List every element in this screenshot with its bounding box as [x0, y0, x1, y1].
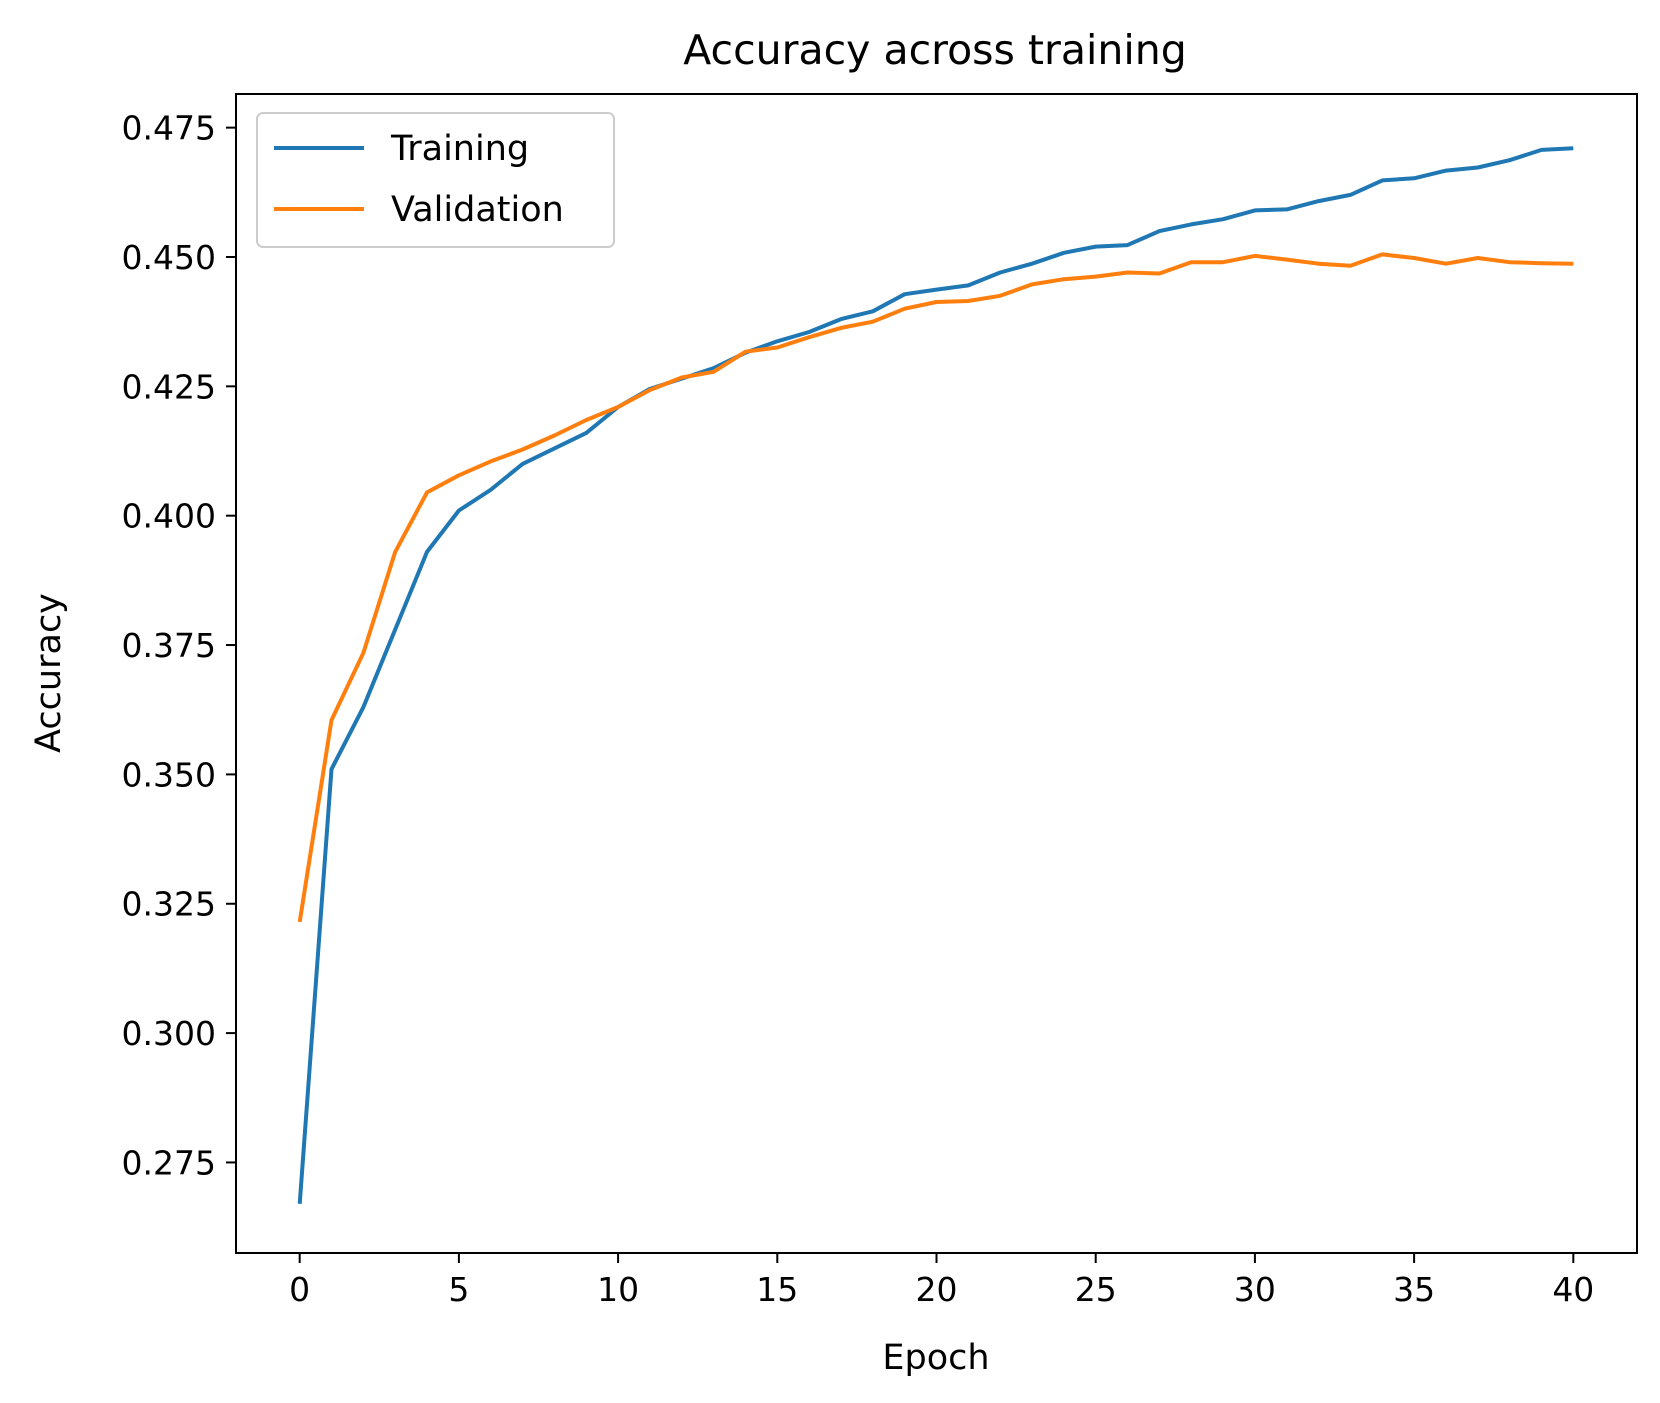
x-tick-label: 40: [1552, 1270, 1594, 1309]
y-axis: 0.275 0.300 0.325 0.350 0.375 0.400 0.425 0.450…: [122, 109, 236, 1182]
y-tick-label: 0.350: [122, 755, 216, 794]
x-tick-label: 30: [1234, 1270, 1276, 1309]
y-tick-label: 0.375: [122, 626, 216, 665]
y-axis-title: Accuracy: [29, 593, 69, 753]
series-line-validation: [297, 252, 1574, 923]
series-line-training: [297, 146, 1574, 1204]
y-tick-label: 0.300: [122, 1014, 216, 1053]
x-tick-label: 35: [1393, 1270, 1435, 1309]
x-tick-label: 25: [1075, 1270, 1117, 1309]
legend: Training Validation: [256, 112, 615, 248]
x-axis-title: Epoch: [882, 1338, 989, 1378]
legend-label-training: Training: [390, 129, 529, 169]
y-tick-label: 0.475: [122, 109, 216, 148]
y-tick-label: 0.450: [122, 238, 216, 277]
x-tick-label: 15: [756, 1270, 798, 1309]
y-tick-label: 0.400: [122, 497, 216, 536]
legend-label-validation: Validation: [391, 190, 564, 230]
y-tick-label: 0.275: [122, 1143, 216, 1182]
y-tick-label: 0.425: [122, 367, 216, 406]
x-axis: 0 5 10 15 20 25 30 35 40: [289, 1253, 1594, 1309]
chart-title: Accuracy across training: [683, 26, 1187, 74]
y-tick-label: 0.325: [122, 885, 216, 924]
x-tick-label: 5: [448, 1270, 469, 1309]
x-tick-label: 10: [597, 1270, 639, 1309]
x-tick-label: 0: [289, 1270, 310, 1309]
x-tick-label: 20: [916, 1270, 958, 1309]
plot-lines: [297, 146, 1574, 1204]
